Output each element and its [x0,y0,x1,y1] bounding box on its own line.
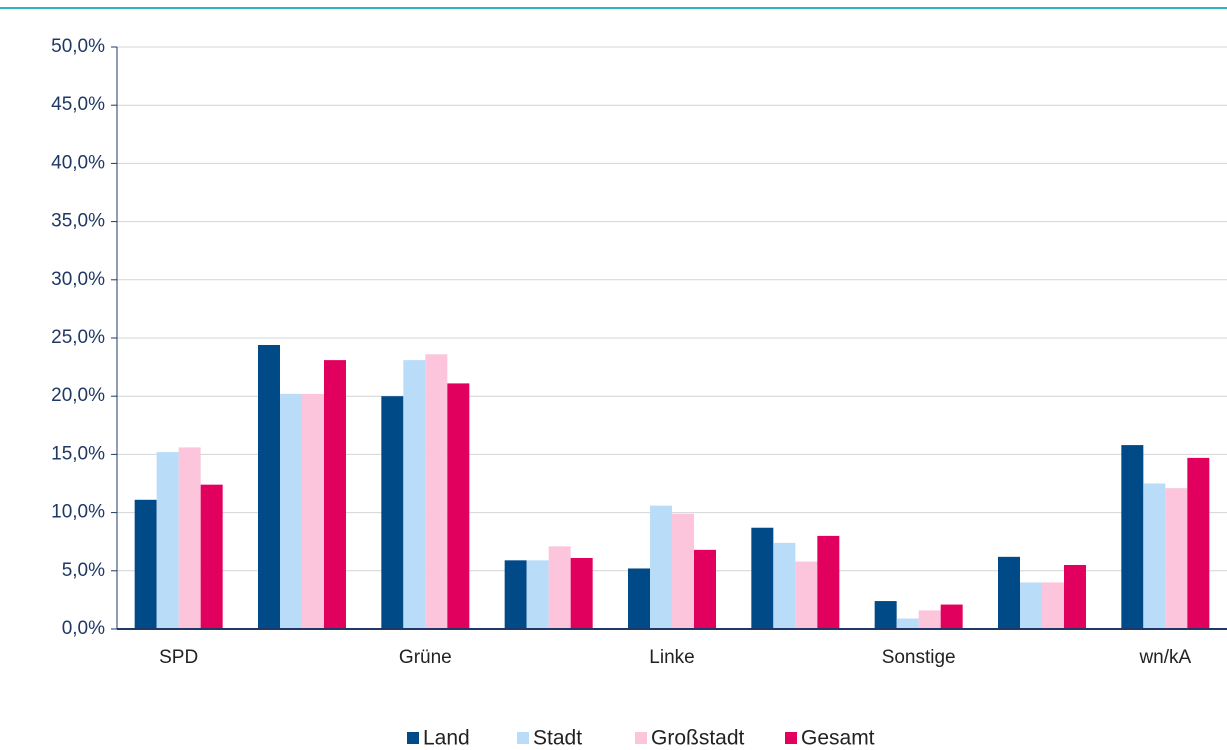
bar [381,396,404,629]
y-tick-label: 25,0% [51,327,105,348]
bar [896,618,919,629]
legend-swatch [785,732,797,744]
y-tick-label: 45,0% [51,94,105,115]
bar [1165,488,1188,629]
bar [447,383,470,629]
bar [425,354,448,629]
bar [526,560,549,629]
bar [134,499,157,629]
bar [694,549,716,629]
bar [302,393,324,629]
bar [178,447,201,629]
legend-swatch [407,732,419,744]
bar [998,556,1020,629]
bar [672,513,694,629]
legend-label: Gesamt [801,727,875,750]
y-tick-label: 40,0% [51,152,105,173]
bar [200,484,223,629]
legend-label: Großstadt [651,727,745,750]
bar [570,557,593,629]
bar [156,452,179,629]
y-tick-label: 5,0% [62,560,105,581]
legend-swatch [517,732,529,744]
bar [403,360,426,629]
bar [1064,564,1086,629]
bar [258,344,280,629]
bar [1020,582,1042,629]
x-tick-label: Grüne [399,647,452,668]
x-tick-label: SPD [159,647,198,668]
legend-label: Land [423,727,470,750]
bar [918,610,941,629]
legend-label: Stadt [533,727,582,750]
y-tick-label: 0,0% [62,618,105,639]
y-tick-label: 50,0% [51,36,105,57]
legend-swatch [635,732,647,744]
bar [751,527,774,629]
bar [1042,582,1064,629]
bar [874,601,897,629]
bar [795,561,818,629]
bar [650,505,672,629]
x-tick-label: wn/kA [1138,647,1191,668]
y-tick-label: 10,0% [51,502,105,523]
bar [548,546,571,629]
y-tick-label: 35,0% [51,211,105,232]
y-tick-label: 30,0% [51,269,105,290]
bar [817,535,840,629]
bar [940,604,963,629]
bar [280,393,302,629]
bar [1143,483,1166,629]
bar [324,360,346,629]
bar [504,560,527,629]
bar [773,542,796,629]
bar [1121,445,1144,629]
x-tick-label: Linke [649,647,694,668]
bar [1187,457,1210,629]
y-tick-label: 20,0% [51,385,105,406]
x-tick-label: Sonstige [882,647,956,668]
y-tick-label: 15,0% [51,443,105,464]
bar [628,568,650,629]
